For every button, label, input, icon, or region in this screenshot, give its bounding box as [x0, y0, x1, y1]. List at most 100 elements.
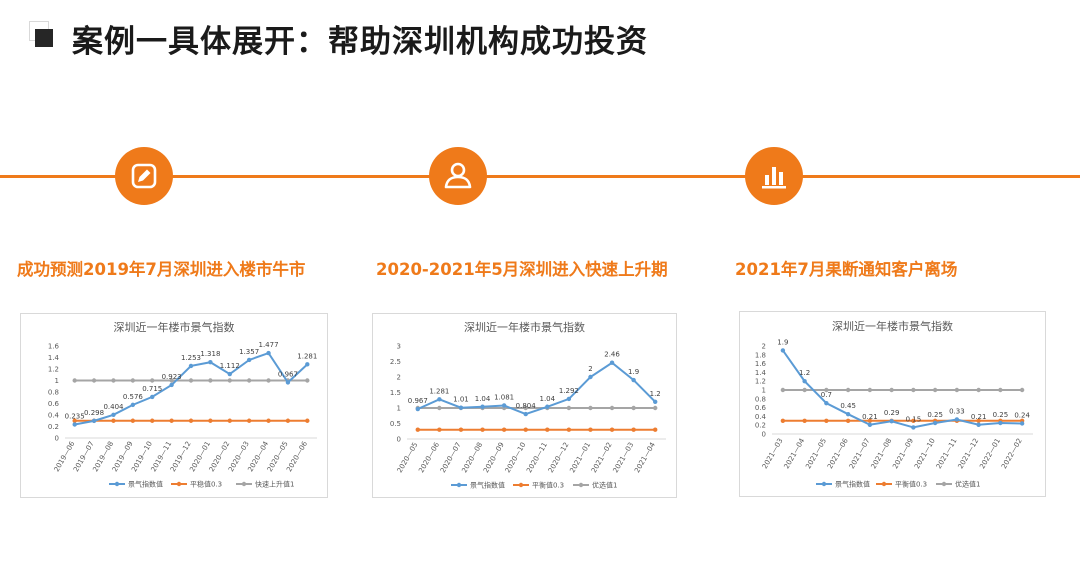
- data-point: [609, 427, 615, 432]
- data-point: [932, 420, 938, 426]
- legend-marker-2: [176, 481, 182, 487]
- legend-label-2: 平衡值0.3: [895, 480, 927, 489]
- data-label: 1.01: [453, 396, 469, 404]
- data-point: [111, 412, 116, 417]
- chart-card-3: 深圳近一年楼市景气指数 0 0.2 0.4 0.6 0.8 1 1.2 1.4 1.6 1.8 2 20…: [739, 311, 1046, 497]
- data-point: [415, 427, 420, 432]
- y-tick-label: 1.2: [48, 366, 59, 374]
- data-label: 1.253: [181, 354, 201, 362]
- data-point: [72, 422, 77, 427]
- data-point: [1019, 387, 1025, 393]
- data-point: [911, 387, 916, 393]
- data-point: [523, 427, 528, 432]
- data-label: 1.2: [799, 369, 810, 377]
- x-tick-label: 2021—12: [957, 437, 981, 470]
- data-point: [130, 378, 136, 383]
- data-label: 1.081: [494, 393, 514, 401]
- x-tick-label: 2021—04: [783, 437, 807, 471]
- data-point: [954, 417, 960, 422]
- x-tick-label: 2022—01: [978, 437, 1002, 470]
- data-point: [91, 418, 97, 424]
- data-label: 0.45: [840, 402, 856, 410]
- x-tick-label: 2020—10: [504, 441, 528, 474]
- data-point: [954, 387, 960, 393]
- timeline-line: [0, 175, 1080, 178]
- milestone-3-badge: [745, 147, 803, 205]
- data-label: 1.357: [239, 348, 259, 356]
- data-point: [631, 377, 636, 383]
- data-point: [653, 399, 658, 404]
- milestone-1-label: 成功预测2019年7月深圳进入楼市牛市: [17, 260, 306, 279]
- data-point: [588, 405, 593, 411]
- data-point: [824, 418, 829, 423]
- data-label: 0.235: [65, 412, 85, 420]
- data-label: 0.15: [906, 415, 922, 423]
- data-point: [305, 418, 310, 423]
- data-point: [976, 387, 981, 393]
- data-label: 1.2: [650, 390, 661, 398]
- x-tick-label: 2021—04: [633, 441, 657, 475]
- data-label: 2: [588, 365, 592, 373]
- data-label: 1.318: [200, 350, 220, 358]
- legend-label-3: 优选值1: [592, 481, 617, 490]
- data-label: 0.576: [123, 393, 144, 401]
- data-point: [305, 378, 310, 383]
- data-label: 0.967: [408, 397, 428, 405]
- milestone-2-label: 2020-2021年5月深圳进入快速上升期: [376, 260, 668, 279]
- data-label: 1.9: [777, 338, 788, 346]
- data-point: [889, 419, 894, 424]
- data-point: [523, 405, 528, 411]
- milestone-2-badge: [429, 147, 487, 205]
- data-point: [845, 412, 851, 417]
- milestone-3-label: 2021年7月果断通知客户离场: [735, 260, 958, 279]
- legend-marker-1: [456, 482, 462, 488]
- data-point: [246, 378, 252, 383]
- x-tick-label: 2021—07: [848, 437, 872, 470]
- data-point: [437, 405, 442, 411]
- x-tick-label: 2020—11: [525, 441, 549, 474]
- data-point: [631, 405, 636, 411]
- x-tick-label: 2020—09: [482, 441, 506, 474]
- chart-2: 深圳近一年楼市景气指数00.511.522.532020—052020—0620…: [390, 320, 666, 490]
- legend-marker-3: [578, 482, 584, 488]
- data-point: [246, 357, 252, 363]
- data-label: 1.292: [559, 387, 579, 395]
- data-point: [976, 422, 981, 427]
- y-tick-label: 1.8: [755, 351, 766, 359]
- y-tick-label: 0.6: [755, 404, 767, 412]
- x-tick-label: 2021—10: [913, 437, 937, 470]
- data-point: [911, 425, 916, 430]
- legend-label-1: 景气指数值: [835, 480, 870, 489]
- chart-title: 深圳近一年楼市景气指数: [114, 320, 235, 334]
- x-tick-label: 2021—08: [870, 437, 894, 470]
- y-tick-label: 1.5: [390, 389, 401, 397]
- data-label: 0.404: [103, 403, 124, 411]
- data-point: [588, 374, 593, 380]
- series-line-1: [417, 361, 656, 416]
- data-point: [480, 427, 485, 432]
- data-point: [653, 405, 658, 411]
- data-label: 1.281: [297, 352, 317, 360]
- legend-marker-1: [114, 481, 120, 487]
- data-point: [653, 427, 658, 432]
- chart-card-1: 深圳近一年楼市景气指数 0 0.2 0.4 0.6 0.8 1 1.2 1.4 1.6 2019—0…: [20, 313, 328, 498]
- data-point: [501, 403, 507, 408]
- data-point: [1019, 421, 1025, 426]
- data-point: [998, 387, 1003, 393]
- data-label: 1.04: [475, 395, 491, 403]
- data-point: [976, 418, 981, 423]
- data-label: 0.298: [84, 409, 104, 417]
- y-tick-label: 1.6: [755, 360, 767, 368]
- data-label: 1.281: [429, 387, 449, 395]
- data-point: [227, 378, 232, 383]
- data-point: [169, 382, 174, 388]
- y-tick-label: 0.5: [390, 420, 401, 428]
- milestone-1-badge: [115, 147, 173, 205]
- chart-title: 深圳近一年楼市景气指数: [832, 319, 953, 333]
- data-point: [458, 405, 464, 410]
- data-point: [480, 404, 485, 409]
- data-point: [188, 418, 194, 423]
- data-point: [998, 420, 1003, 426]
- data-point: [802, 418, 807, 423]
- data-point: [780, 387, 786, 393]
